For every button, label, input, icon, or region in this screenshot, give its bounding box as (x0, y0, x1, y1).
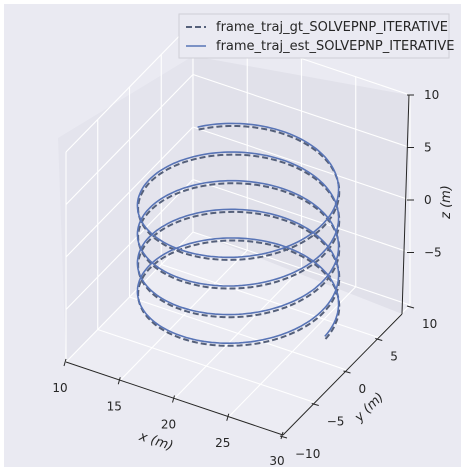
series-est-line (136, 122, 340, 344)
gridline (161, 263, 379, 339)
x-axis-tick-mark (280, 431, 284, 440)
gridlines (65, 21, 411, 436)
gridline (192, 178, 411, 254)
gridline (97, 328, 315, 404)
legend-est-label: frame_traj_est_SOLVEPNP_ITERATIVE (216, 39, 455, 54)
z-axis-label: z (m) (439, 185, 454, 220)
x-axis-tick-label: 10 (52, 381, 67, 395)
plot-area (136, 122, 341, 347)
axis-ticks: 10 15 20 25 30 −10 −5 0 5 10 −5 0 5 10 (52, 88, 441, 468)
x-axis-tick-label: 30 (269, 454, 284, 468)
gridline (65, 74, 194, 205)
z-axis-tick-label: 0 (424, 193, 432, 207)
z-axis-tick-label: 5 (424, 141, 432, 155)
y-axis-tick-mark (279, 435, 288, 439)
x-axis-tick-label: 20 (161, 418, 176, 432)
y-axis-tick-label: 0 (359, 382, 367, 396)
x-axis-tick-mark (63, 358, 67, 367)
gridline (129, 296, 347, 371)
x-axis-tick-mark (226, 413, 230, 421)
gridline (65, 179, 194, 310)
legend: frame_traj_gt_SOLVEPNP_ITERATIVE frame_t… (178, 13, 455, 59)
y-axis-tick-label: 5 (390, 350, 398, 364)
legend-box (178, 13, 450, 59)
x-axis-tick-mark (117, 377, 121, 385)
x-axis-tick-mark (172, 395, 175, 403)
y-axis-tick-mark (375, 338, 383, 341)
y-axis-tick-mark (406, 305, 415, 309)
y-axis-line (282, 313, 403, 436)
y-axis-tick-label: −5 (327, 415, 345, 429)
y-axis-tick-mark (311, 403, 319, 406)
legend-gt-label: frame_traj_gt_SOLVEPNP_ITERATIVE (216, 20, 448, 35)
y-axis-tick-label: 10 (422, 317, 437, 331)
x-axis-tick-label: 25 (215, 436, 230, 450)
x-axis-line (65, 361, 284, 436)
back-left-pane (58, 56, 193, 362)
gridline (192, 73, 411, 149)
gridline (192, 126, 411, 201)
floor-pane (66, 232, 402, 435)
y-axis-tick-mark (343, 370, 351, 374)
z-axis-tick-label: 10 (424, 88, 439, 102)
z-axis-tick-label: −5 (424, 246, 442, 260)
x-axis-tick-label: 15 (107, 399, 122, 413)
gridline (65, 21, 194, 153)
y-axis-tick-label: −10 (295, 447, 320, 461)
gridline (65, 126, 194, 258)
z-axis-line (401, 94, 410, 315)
